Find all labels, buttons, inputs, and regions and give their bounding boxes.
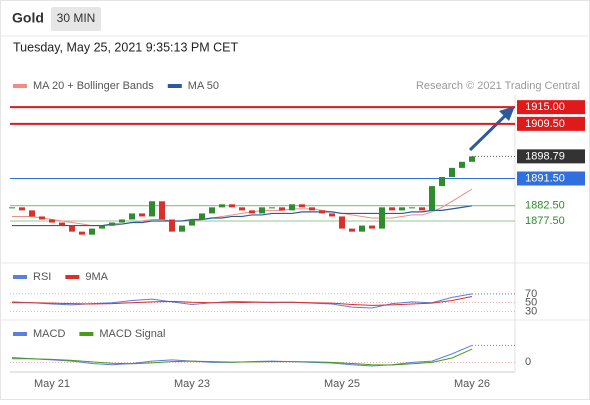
candle — [149, 201, 155, 217]
x-tick-label: May 21 — [34, 378, 70, 390]
level-label: 1877.50 — [525, 215, 565, 227]
candle — [159, 201, 165, 220]
candle — [369, 225, 375, 229]
level-box — [517, 100, 585, 115]
candle — [189, 219, 195, 226]
candle — [119, 219, 125, 223]
level-label: 1882.50 — [525, 200, 565, 212]
legend-label: MACD Signal — [99, 328, 165, 340]
x-tick-label: May 25 — [324, 378, 360, 390]
candle — [49, 219, 55, 223]
symbol: Gold — [12, 10, 44, 26]
indicator-line — [12, 348, 473, 366]
indicator-line — [12, 205, 473, 227]
candle — [89, 228, 95, 235]
candle — [59, 222, 65, 226]
level-box — [517, 171, 585, 186]
candle — [109, 222, 115, 226]
candle — [209, 207, 215, 214]
candle — [429, 186, 435, 211]
level-label: 1891.50 — [525, 172, 565, 184]
candle — [329, 213, 335, 217]
candle — [389, 207, 395, 211]
x-tick-label: May 26 — [454, 378, 490, 390]
legend-label: MA 50 — [188, 80, 219, 92]
level-box — [517, 116, 585, 131]
candle — [29, 210, 35, 217]
candle — [459, 161, 465, 168]
candle — [319, 210, 325, 214]
candle — [169, 219, 175, 232]
date: Tuesday, May 25, 2021 9:35:13 PM CET — [13, 40, 238, 54]
candle — [419, 207, 425, 211]
legend-swatch — [13, 275, 27, 279]
arrow — [468, 111, 510, 152]
candle — [99, 225, 105, 229]
candle — [309, 207, 315, 211]
candle — [199, 213, 205, 220]
legend-label: MA 20 + Bollinger Bands — [33, 80, 154, 92]
candle — [179, 225, 185, 232]
candle — [339, 216, 345, 229]
legend-swatch — [13, 332, 27, 336]
legend-swatch — [167, 84, 182, 88]
candle — [289, 204, 295, 211]
level-label: 1898.79 — [525, 150, 565, 162]
candle — [239, 207, 245, 211]
candle — [249, 210, 255, 214]
legend-label: 9MA — [85, 271, 108, 283]
candle — [19, 207, 25, 211]
candle — [299, 204, 305, 208]
candle — [349, 228, 355, 232]
candle — [39, 216, 45, 220]
candle — [359, 225, 365, 232]
candle — [229, 204, 235, 208]
arrow-head — [499, 106, 515, 121]
candle — [379, 207, 385, 229]
candle — [409, 207, 415, 209]
legend-swatch — [65, 275, 80, 279]
legend-label: RSI — [33, 271, 51, 283]
candle — [129, 213, 135, 220]
candle — [439, 176, 445, 187]
candle — [69, 225, 75, 232]
y-tick-label: 0 — [525, 356, 531, 368]
legend-swatch — [79, 332, 94, 336]
y-tick-label: 30 — [525, 305, 537, 317]
indicator-line — [12, 296, 473, 306]
candle — [139, 213, 145, 217]
candle — [449, 167, 455, 177]
candle — [269, 207, 275, 209]
timeframe[interactable]: 30 MIN — [57, 11, 96, 25]
timeframe-box[interactable] — [51, 7, 101, 31]
candle — [469, 156, 475, 162]
y-tick-label: 70 — [525, 288, 537, 300]
level-label: 1909.50 — [525, 118, 565, 130]
candle — [9, 207, 15, 209]
candle — [219, 204, 225, 208]
legend-swatch — [13, 84, 27, 88]
attribution: Research © 2021 Trading Central — [416, 80, 580, 92]
candle — [279, 207, 285, 211]
candle — [399, 207, 405, 211]
legend-label: MACD — [33, 328, 65, 340]
y-tick-label: 50 — [525, 297, 537, 309]
level-box — [517, 149, 585, 164]
x-tick-label: May 23 — [174, 378, 210, 390]
candle — [79, 231, 85, 235]
candle — [259, 207, 265, 214]
level-label: 1915.00 — [525, 101, 565, 113]
